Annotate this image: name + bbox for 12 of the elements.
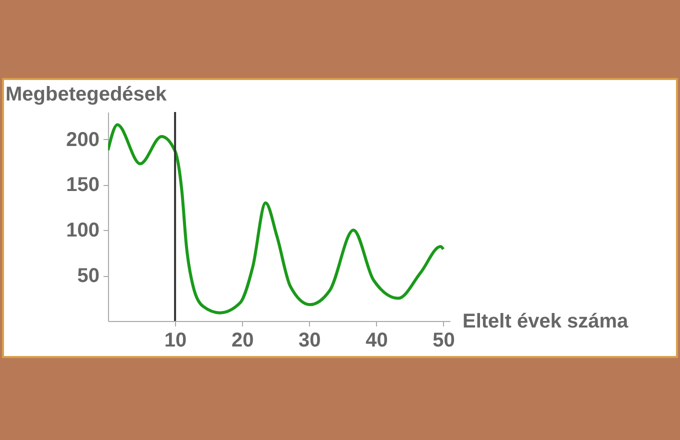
y-tick-label: 150 — [66, 174, 100, 196]
y-tick-label: 100 — [66, 220, 100, 242]
x-tick-label: 10 — [164, 330, 187, 352]
y-axis-title: Megbetegedések — [6, 84, 168, 106]
y-tick-label: 50 — [77, 265, 100, 288]
x-tick-label: 40 — [366, 330, 388, 352]
x-tick-label: 50 — [432, 330, 455, 352]
y-tick-label: 200 — [66, 128, 100, 151]
line-series — [108, 123, 445, 314]
x-tick-label: 30 — [298, 330, 321, 352]
x-tick-label: 20 — [231, 330, 254, 352]
x-axis-title: Eltelt évek száma — [462, 310, 630, 332]
